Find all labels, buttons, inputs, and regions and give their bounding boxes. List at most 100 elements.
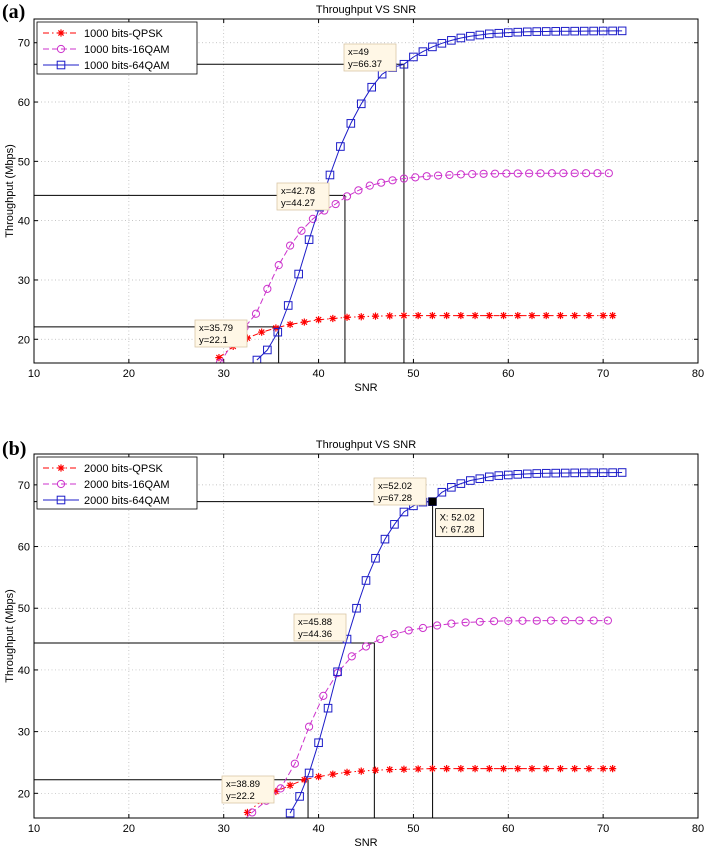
data-point-circle [331, 199, 340, 209]
data-point-square [589, 468, 598, 478]
legend-marker-star [57, 464, 65, 472]
axes-box [33, 453, 699, 819]
y-axis-label: Throughput (Mbps) [4, 589, 16, 683]
data-point-circle [354, 186, 363, 195]
y-tick-label: 40 [18, 665, 30, 677]
data-point-square [579, 468, 589, 478]
x-axis-label: SNR [354, 837, 377, 849]
data-point-square [352, 603, 361, 613]
data-point-star [528, 311, 536, 320]
data-point-star [414, 311, 422, 320]
data-point-square [522, 469, 532, 479]
series-line-star [247, 768, 613, 813]
data-point-star [386, 312, 394, 320]
data-point-circle [286, 241, 295, 250]
x-tick-label: 70 [597, 368, 609, 380]
annotation-x-value: x=42.78 [281, 186, 315, 197]
data-point-star [599, 765, 607, 773]
annotation-x-value: x=45.88 [298, 617, 332, 628]
data-point-square [323, 703, 333, 713]
legend-label: 1000 bits-QPSK [84, 28, 164, 40]
data-point-star [371, 312, 380, 320]
data-point-star [528, 765, 536, 773]
data-point-circle [546, 616, 556, 625]
chart-title: Throughput VS SNR [316, 439, 416, 451]
plot-area [34, 454, 698, 818]
annotation-box [343, 43, 397, 72]
data-point-star [300, 776, 308, 784]
x-tick-label: 70 [597, 823, 609, 835]
data-point-circle [290, 759, 299, 768]
x-tick-label: 40 [312, 823, 324, 835]
annotation-y-value: y=22.1 [199, 335, 228, 346]
data-point-square [333, 667, 342, 677]
annotation-x-value: x=38.89 [226, 779, 260, 790]
data-point-circle [347, 652, 356, 661]
x-tick-label: 50 [407, 823, 419, 835]
legend-label: 2000 bits-16QAM [84, 479, 170, 491]
panel-label: (a) [2, 1, 25, 23]
data-point-circle [513, 169, 522, 178]
data-point-square [617, 468, 627, 477]
annotation-box [194, 319, 248, 348]
data-point-star [571, 311, 579, 320]
data-point-star [599, 311, 607, 320]
data-point-square [570, 26, 579, 36]
x-tick-label: 30 [218, 368, 230, 380]
x-tick-label: 80 [692, 823, 704, 835]
data-point-star [314, 773, 323, 781]
data-point-square [304, 235, 314, 244]
data-point-star [343, 768, 351, 776]
annotation-box [221, 775, 275, 804]
legend-marker-circle [56, 44, 66, 54]
data-point-star [400, 311, 408, 320]
x-tick-label: 20 [123, 368, 135, 380]
panel-b: (b) Throughput VS SNR 10 20 30 40 50 60 70 80 20 30… [2, 438, 704, 849]
legend-label: 2000 bits-QPSK [84, 463, 164, 475]
data-point-circle [447, 619, 456, 628]
data-point-star [414, 765, 422, 773]
data-point-circle [433, 621, 442, 630]
data-point-circle [502, 169, 511, 178]
data-point-square [304, 768, 314, 778]
data-point-circle [377, 178, 386, 187]
y-tick-label: 30 [18, 727, 30, 739]
y-tick-label: 20 [18, 788, 30, 800]
data-point-star [329, 314, 337, 323]
data-point-star [286, 781, 294, 789]
data-point-circle [411, 173, 420, 182]
legend-marker-circle [56, 479, 66, 489]
y-tick-label: 40 [18, 216, 30, 228]
data-point-star [457, 765, 465, 773]
data-point-square [522, 27, 532, 37]
annotation-x-value: x=35.79 [199, 323, 233, 334]
data-point-star [428, 765, 436, 773]
data-point-circle [361, 642, 371, 651]
data-point-square [560, 468, 570, 478]
data-point-star [585, 311, 593, 320]
data-point-square [252, 355, 262, 363]
x-tick-label: 40 [312, 368, 324, 380]
data-point-circle [589, 616, 598, 625]
data-point-star [514, 311, 522, 320]
panel-a: (a) Throughput VS SNR 10 20 30 40 50 60 70 80 20 30… [2, 1, 704, 394]
annotation-y-value: y=66.37 [348, 59, 382, 70]
data-point-square [608, 468, 617, 477]
data-point-star [343, 313, 351, 321]
y-tick-label: 70 [18, 38, 30, 50]
annotation-y-value: y=22.2 [226, 791, 255, 802]
data-point-circle [276, 784, 285, 793]
data-point-star [485, 311, 493, 320]
data-point-star [485, 765, 493, 773]
annotation-y-value: y=44.36 [298, 629, 332, 640]
data-point-star [243, 808, 252, 817]
data-point-square [371, 553, 380, 563]
data-point-square [503, 470, 513, 480]
data-point-star [314, 316, 323, 324]
data-point-square [532, 469, 542, 478]
data-point-circle [388, 176, 397, 185]
data-point-square [513, 470, 523, 479]
data-point-star [272, 787, 280, 796]
legend-label: 1000 bits-16QAM [84, 44, 170, 56]
data-point-circle [532, 616, 541, 625]
